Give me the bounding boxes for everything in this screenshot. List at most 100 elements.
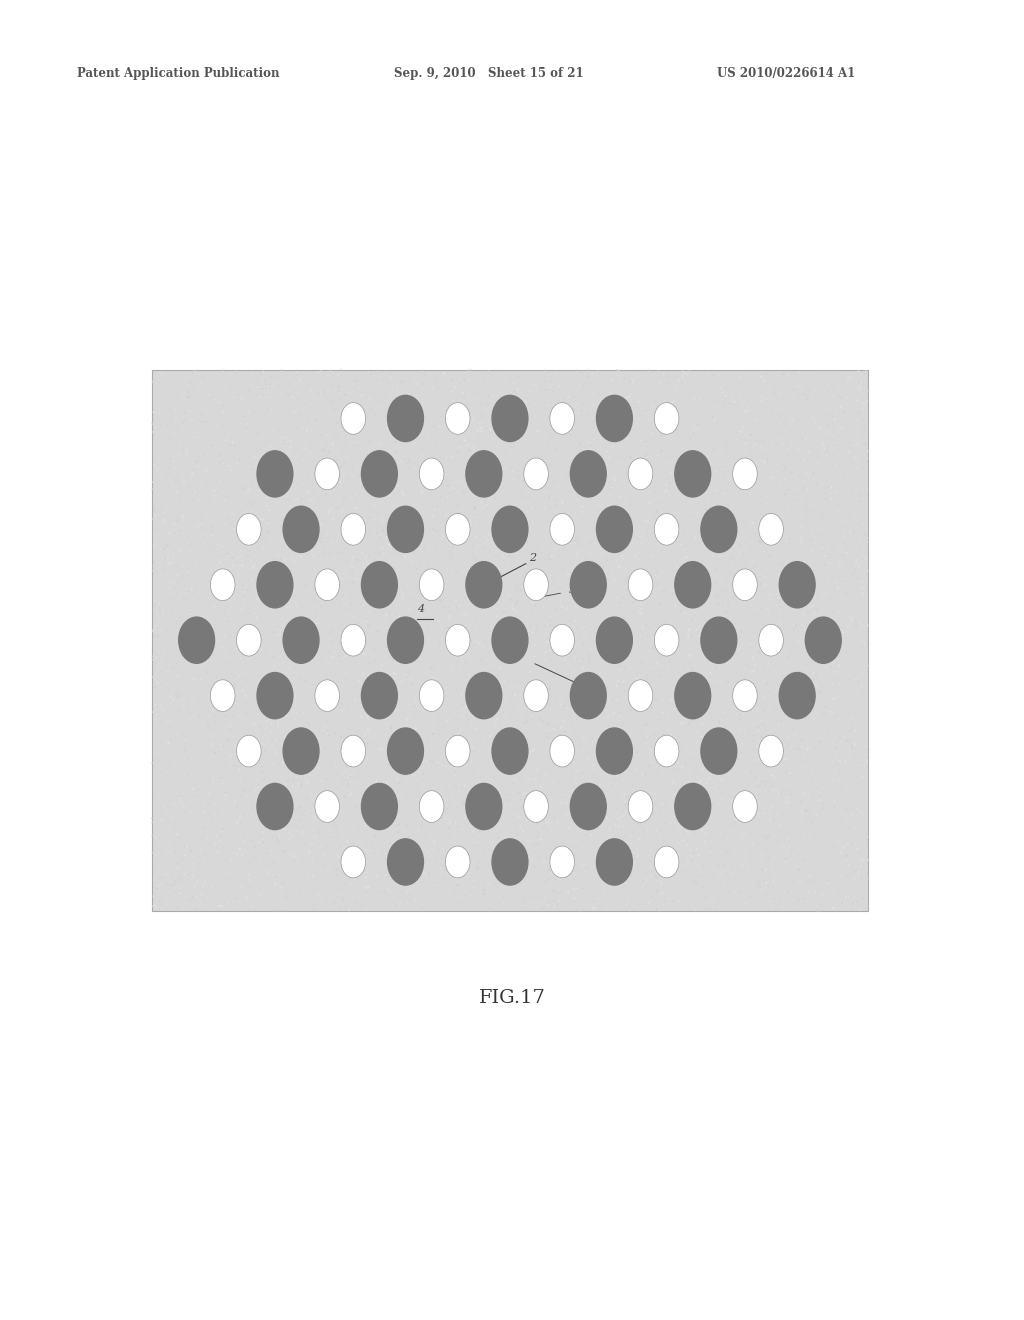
- Point: [663, 858, 679, 879]
- Point: [349, 470, 366, 491]
- Point: [798, 614, 814, 635]
- Point: [165, 450, 181, 471]
- Point: [362, 784, 379, 805]
- Point: [375, 832, 391, 853]
- Point: [738, 869, 755, 890]
- Point: [325, 432, 341, 453]
- Point: [824, 738, 841, 759]
- Point: [571, 676, 588, 697]
- Point: [339, 830, 355, 851]
- Point: [686, 762, 702, 783]
- Point: [170, 858, 186, 879]
- Point: [612, 705, 629, 726]
- Point: [236, 451, 252, 473]
- Point: [358, 546, 375, 568]
- Point: [180, 764, 197, 785]
- Point: [200, 713, 216, 734]
- Point: [287, 846, 303, 867]
- Point: [198, 751, 214, 772]
- Point: [754, 859, 770, 880]
- Point: [570, 441, 587, 462]
- Point: [290, 549, 306, 570]
- Point: [693, 474, 710, 495]
- Point: [406, 718, 422, 739]
- Point: [699, 803, 716, 824]
- Point: [298, 725, 314, 746]
- Point: [292, 705, 308, 726]
- Point: [206, 597, 222, 618]
- Point: [495, 473, 511, 494]
- Point: [574, 453, 591, 474]
- Point: [572, 821, 589, 842]
- Point: [775, 461, 792, 482]
- Point: [709, 611, 725, 632]
- Point: [221, 676, 238, 697]
- Point: [660, 781, 677, 803]
- Point: [535, 777, 551, 799]
- Point: [751, 730, 767, 751]
- Point: [439, 696, 456, 717]
- Point: [745, 660, 762, 681]
- Point: [784, 859, 801, 880]
- Point: [419, 705, 435, 726]
- Point: [560, 519, 577, 540]
- Point: [838, 533, 854, 554]
- Point: [574, 457, 591, 478]
- Point: [158, 458, 174, 479]
- Point: [824, 414, 841, 436]
- Point: [667, 467, 683, 488]
- Point: [808, 511, 824, 532]
- Point: [532, 400, 549, 421]
- Point: [751, 837, 767, 858]
- Point: [240, 618, 256, 639]
- Point: [165, 859, 181, 880]
- Point: [334, 462, 350, 483]
- Point: [353, 594, 370, 615]
- Point: [461, 562, 477, 583]
- Point: [269, 590, 286, 611]
- Point: [647, 598, 664, 619]
- Point: [187, 459, 204, 480]
- Point: [541, 685, 557, 706]
- Point: [350, 643, 367, 664]
- Point: [670, 586, 686, 607]
- Point: [499, 649, 515, 671]
- Point: [153, 539, 169, 560]
- Point: [476, 636, 493, 657]
- Point: [678, 847, 694, 869]
- Point: [595, 619, 611, 640]
- Point: [408, 793, 424, 814]
- Point: [574, 879, 591, 900]
- Point: [224, 594, 241, 615]
- Point: [195, 611, 211, 632]
- Point: [450, 770, 466, 791]
- Point: [559, 459, 575, 480]
- Point: [648, 689, 665, 710]
- Point: [654, 702, 671, 723]
- Point: [684, 609, 700, 630]
- Point: [827, 573, 844, 594]
- Point: [638, 869, 654, 890]
- Point: [798, 606, 814, 627]
- Point: [186, 741, 203, 762]
- Point: [767, 591, 783, 612]
- Point: [569, 422, 586, 444]
- Point: [461, 789, 477, 810]
- Point: [364, 429, 380, 450]
- Point: [837, 589, 853, 610]
- Point: [562, 564, 579, 585]
- Point: [720, 407, 736, 428]
- Point: [229, 751, 246, 772]
- Point: [308, 700, 325, 721]
- Point: [560, 407, 577, 428]
- Point: [378, 524, 394, 545]
- Point: [659, 494, 676, 515]
- Point: [751, 784, 767, 805]
- Point: [489, 672, 506, 693]
- Point: [534, 550, 550, 572]
- Point: [547, 808, 563, 829]
- Point: [667, 672, 683, 693]
- Point: [356, 672, 373, 693]
- Circle shape: [257, 561, 293, 607]
- Point: [651, 678, 668, 700]
